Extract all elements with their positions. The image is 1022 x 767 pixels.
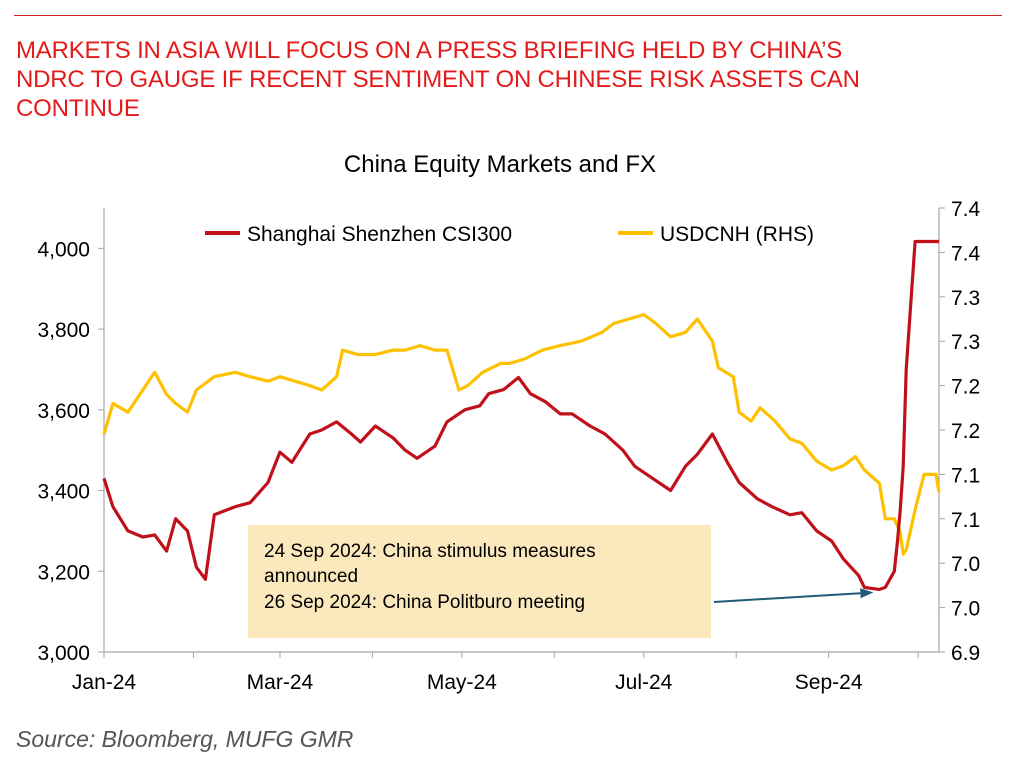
legend: Shanghai Shenzhen CSI300 USDCNH (RHS) bbox=[205, 223, 814, 246]
y-right-tick-label: 7.3 bbox=[951, 331, 980, 354]
y-right-tick-label: 6.9 bbox=[951, 642, 980, 665]
y-left-tick-label: 3,400 bbox=[37, 481, 90, 504]
axes: 3,000 3,200 3,400 3,600 3,800 4,000 6.9 7.0 7.0 7… bbox=[37, 198, 980, 694]
x-tick-label: Sep-24 bbox=[795, 671, 863, 694]
x-tick-label: Mar-24 bbox=[247, 671, 314, 694]
y-left-tick-label: 3,000 bbox=[37, 642, 90, 665]
x-tick-label: Jan-24 bbox=[72, 671, 137, 694]
series-line-usdcnh bbox=[102, 313, 941, 556]
annotation-line-1: 24 Sep 2024: China stimulus measures bbox=[264, 541, 596, 562]
y-right-tick-label: 7.0 bbox=[951, 598, 980, 621]
y-left-tick-label: 3,200 bbox=[37, 561, 90, 584]
legend-label-usdcnh: USDCNH (RHS) bbox=[660, 223, 814, 246]
top-rule bbox=[14, 15, 1002, 16]
y-right-tick-label: 7.4 bbox=[951, 198, 981, 221]
annotation-arrow bbox=[713, 592, 861, 603]
series-layer bbox=[102, 239, 941, 591]
source-note: Source: Bloomberg, MUFG GMR bbox=[16, 726, 354, 752]
series-line-csi300 bbox=[102, 239, 939, 591]
annotation-arrowhead bbox=[860, 588, 874, 599]
y-right-tick-label: 7.2 bbox=[951, 420, 980, 443]
y-right-tick-label: 7.1 bbox=[951, 464, 980, 487]
headline-line-1: MARKETS IN ASIA WILL FOCUS ON A PRESS BR… bbox=[16, 37, 843, 64]
y-right-tick-label: 7.2 bbox=[951, 376, 980, 399]
y-left-tick-label: 4,000 bbox=[37, 238, 90, 261]
annotation-line-2: announced bbox=[264, 566, 358, 587]
y-right-tick-label: 7.0 bbox=[951, 553, 980, 576]
x-tick-label: Jul-24 bbox=[615, 671, 673, 694]
x-tick-label: May-24 bbox=[427, 671, 497, 694]
annotation-box bbox=[248, 525, 711, 638]
chart-title: China Equity Markets and FX bbox=[344, 151, 656, 178]
legend-label-csi300: Shanghai Shenzhen CSI300 bbox=[247, 223, 512, 246]
headline-line-2: NDRC TO GAUGE IF RECENT SENTIMENT ON CHI… bbox=[16, 66, 860, 93]
annotation: 24 Sep 2024: China stimulus measures ann… bbox=[248, 525, 874, 638]
annotation-line-3: 26 Sep 2024: China Politburo meeting bbox=[264, 592, 585, 613]
headline-line-3: CONTINUE bbox=[16, 95, 140, 122]
headline: MARKETS IN ASIA WILL FOCUS ON A PRESS BR… bbox=[16, 36, 1006, 123]
y-right-tick-label: 7.4 bbox=[951, 242, 981, 265]
y-right-tick-label: 7.1 bbox=[951, 509, 980, 532]
y-left-tick-label: 3,800 bbox=[37, 319, 90, 342]
y-right-tick-label: 7.3 bbox=[951, 287, 980, 310]
y-left-tick-label: 3,600 bbox=[37, 400, 90, 423]
